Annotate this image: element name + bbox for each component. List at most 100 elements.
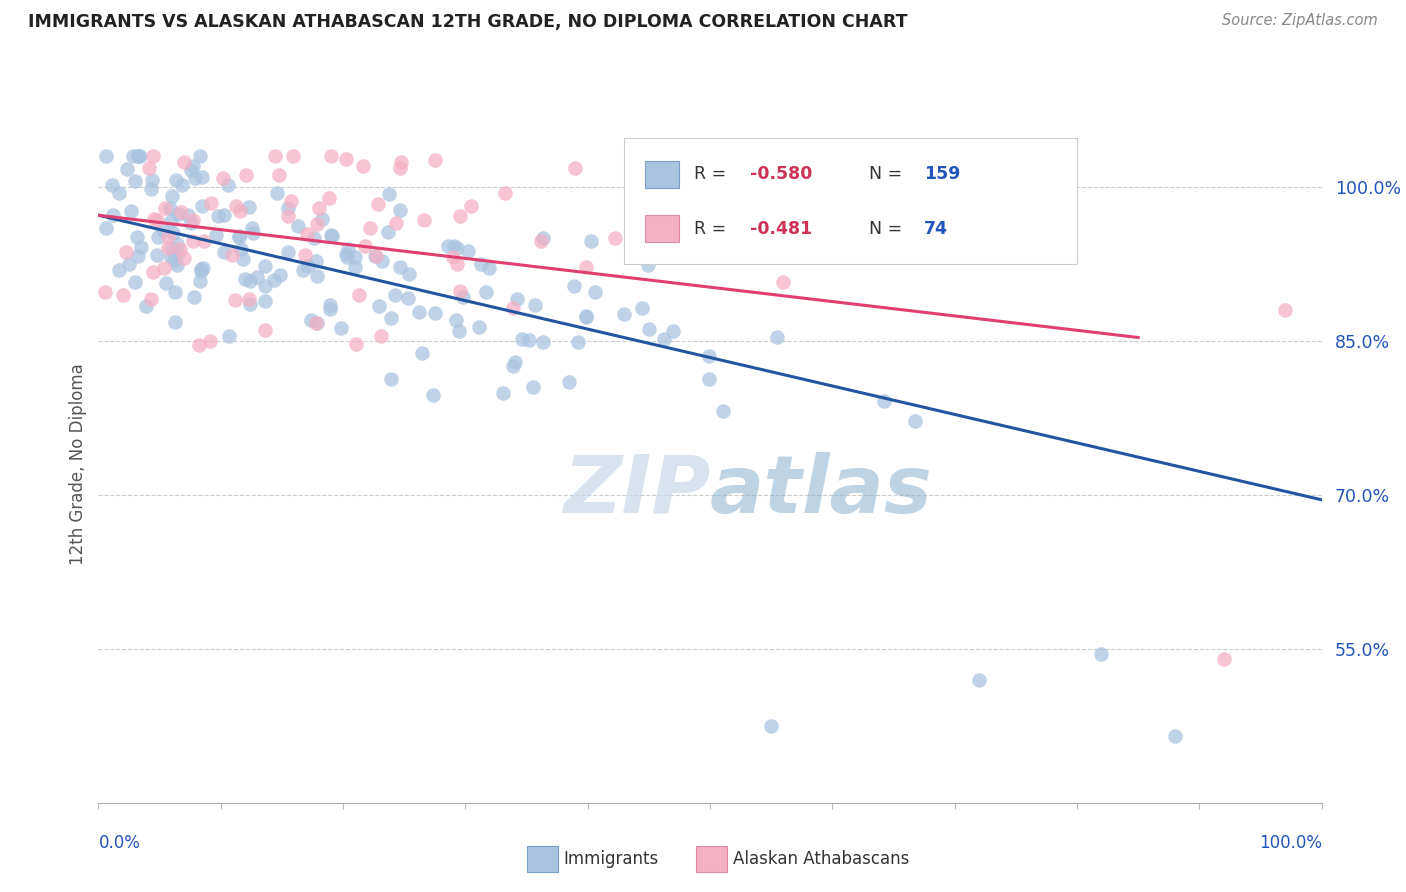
Point xyxy=(460,199,482,213)
Text: 159: 159 xyxy=(924,165,960,184)
Point xyxy=(627,239,650,253)
Point xyxy=(474,285,496,299)
Point xyxy=(305,217,328,231)
Point xyxy=(446,257,468,271)
Point xyxy=(389,154,412,169)
Point xyxy=(443,239,465,253)
Point xyxy=(177,209,200,223)
Point xyxy=(524,298,547,312)
Point xyxy=(287,219,309,233)
Point xyxy=(114,244,136,259)
Point xyxy=(190,261,212,276)
Point xyxy=(967,673,990,687)
Point xyxy=(157,241,180,255)
Point xyxy=(620,206,643,220)
Point xyxy=(396,291,419,305)
Point xyxy=(613,308,636,322)
Point xyxy=(364,249,387,263)
Point xyxy=(494,186,516,200)
Point xyxy=(505,354,527,368)
Point xyxy=(183,170,205,185)
Point xyxy=(190,264,212,278)
Point xyxy=(380,371,402,385)
Point xyxy=(254,260,277,274)
Point xyxy=(183,290,205,304)
Point xyxy=(155,277,177,291)
Point xyxy=(1164,729,1187,743)
Point xyxy=(1212,652,1234,666)
Point xyxy=(370,328,392,343)
Point xyxy=(267,169,290,183)
Point xyxy=(129,240,152,254)
Point xyxy=(638,322,661,336)
Point xyxy=(517,334,540,348)
Text: ZIP: ZIP xyxy=(562,452,710,530)
Point xyxy=(101,178,124,193)
Point xyxy=(263,149,285,163)
Text: -0.580: -0.580 xyxy=(751,165,813,184)
Point xyxy=(212,244,235,259)
Point xyxy=(305,268,328,283)
Point xyxy=(141,292,163,306)
Point xyxy=(207,210,229,224)
Point xyxy=(124,275,146,289)
Point xyxy=(142,212,165,227)
Point xyxy=(166,207,188,221)
Point xyxy=(650,216,672,230)
Point xyxy=(384,216,406,230)
Point xyxy=(145,213,167,227)
Point xyxy=(425,306,447,320)
Point xyxy=(240,221,263,235)
Point xyxy=(377,225,399,239)
Point xyxy=(346,337,368,351)
Point xyxy=(335,153,357,167)
Point xyxy=(118,257,141,271)
Point xyxy=(152,261,174,276)
Point xyxy=(277,210,299,224)
Point xyxy=(766,329,789,343)
Point xyxy=(531,335,554,350)
Point xyxy=(652,332,675,346)
Point xyxy=(212,170,235,185)
Point xyxy=(574,310,596,325)
Point xyxy=(280,194,302,208)
Text: -0.481: -0.481 xyxy=(751,219,813,237)
Point xyxy=(335,250,357,264)
Point xyxy=(630,301,652,316)
Point xyxy=(160,241,183,255)
Point xyxy=(367,197,389,211)
Point xyxy=(378,187,401,202)
Point xyxy=(699,349,721,363)
Point xyxy=(904,414,927,428)
Point xyxy=(446,242,468,256)
Point xyxy=(238,200,260,214)
Point xyxy=(159,202,181,216)
Point xyxy=(173,251,195,265)
Point xyxy=(335,247,357,261)
Point xyxy=(531,231,554,245)
Point xyxy=(411,346,433,360)
Point xyxy=(371,254,394,268)
Point xyxy=(141,173,163,187)
Point xyxy=(122,149,145,163)
Point xyxy=(384,287,406,301)
Point xyxy=(162,189,184,203)
Point xyxy=(232,252,254,266)
Point xyxy=(228,204,250,219)
Point xyxy=(269,268,291,282)
Text: atlas: atlas xyxy=(710,452,932,530)
Point xyxy=(103,208,125,222)
Point xyxy=(468,319,491,334)
Point xyxy=(163,253,186,268)
Point xyxy=(169,242,191,256)
Point xyxy=(162,227,184,241)
Point xyxy=(142,265,165,279)
Point xyxy=(224,293,246,307)
Point xyxy=(135,299,157,313)
Point xyxy=(661,324,683,338)
Point xyxy=(180,216,202,230)
Point xyxy=(319,301,342,316)
Point xyxy=(239,297,262,311)
Point xyxy=(139,182,162,196)
Point xyxy=(94,221,117,235)
